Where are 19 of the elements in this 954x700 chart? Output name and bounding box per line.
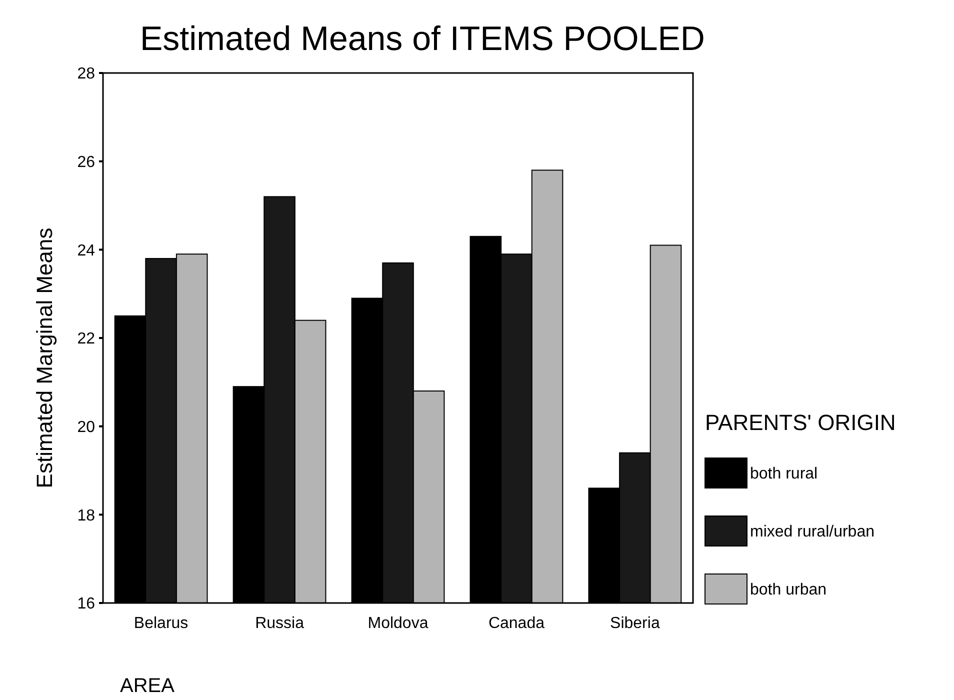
x-tick-label: Moldova: [368, 615, 428, 632]
legend-label: mixed rural/urban: [750, 524, 874, 541]
legend-label: both rural: [750, 466, 818, 483]
y-tick-label: 18: [77, 507, 96, 524]
y-axis-title: Estimated Marginal Means: [32, 228, 57, 488]
y-tick-label: 16: [77, 596, 96, 613]
legend-title: PARENTS' ORIGIN: [705, 410, 896, 435]
y-tick-label: 20: [77, 418, 96, 436]
y-tick-label: 24: [77, 242, 96, 260]
y-tick-label: 28: [77, 66, 96, 83]
legend-label: both urban: [750, 582, 827, 599]
x-tick-label: Russia: [255, 615, 304, 632]
y-tick-label: 26: [77, 154, 96, 171]
chart-title: Estimated Means of ITEMS POOLED: [140, 20, 705, 58]
y-tick-label: 22: [77, 330, 96, 348]
x-tick-label: Siberia: [610, 615, 660, 632]
x-tick-label: Canada: [488, 615, 545, 632]
x-tick-label: Belarus: [134, 615, 188, 632]
x-axis-title: AREA: [120, 675, 176, 697]
